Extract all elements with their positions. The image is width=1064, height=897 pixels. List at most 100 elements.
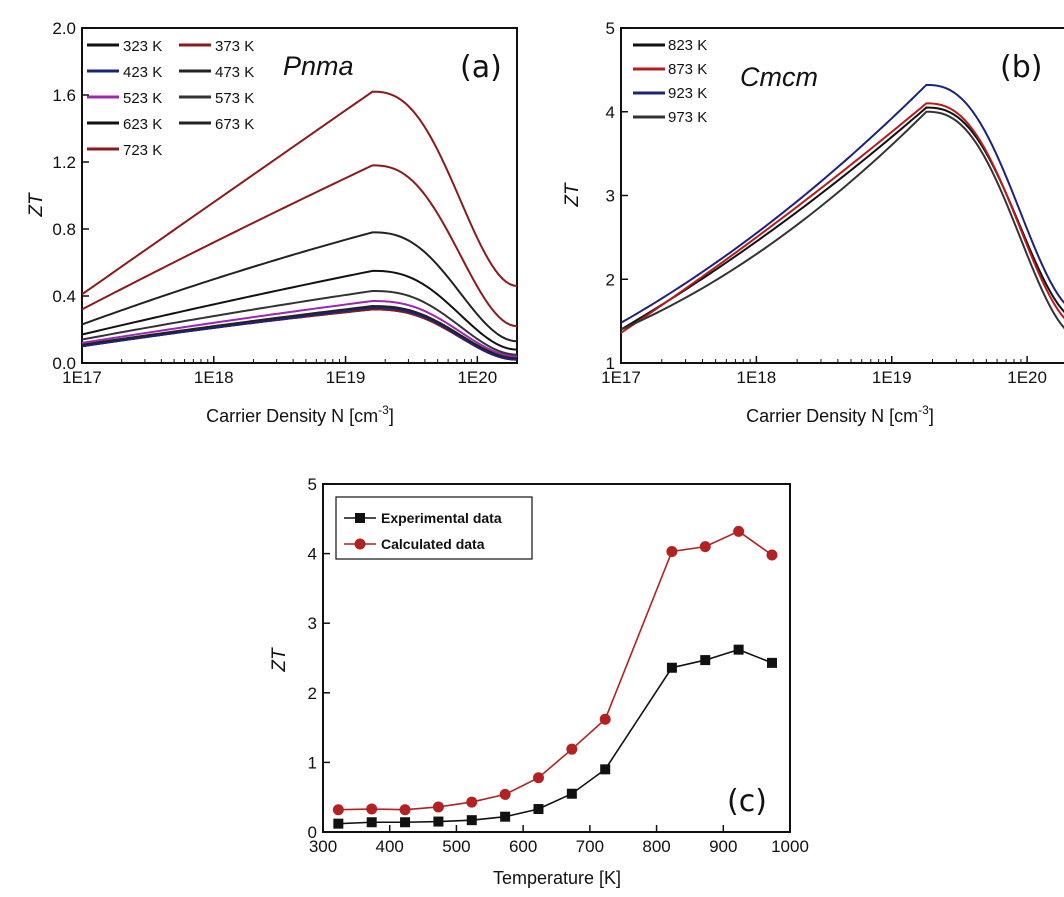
panel-c-point-circle bbox=[432, 801, 444, 813]
panel-b: 1E17 1E18 1E19 1E20 1 2 3 4 5 823 K 873 K 923 K 973… bbox=[562, 19, 1064, 426]
panel-c-point-circle bbox=[733, 525, 745, 537]
panel-c-point-circle bbox=[666, 546, 678, 558]
panel-c-point-square bbox=[733, 644, 744, 655]
panel-c-point-square bbox=[400, 817, 411, 828]
panel-a-letter: (a) bbox=[460, 50, 502, 85]
panel-b-xtick-label: 1E17 bbox=[601, 368, 641, 387]
panel-a: 1E17 1E18 1E19 1E20 0.0 0.4 0.8 1.2 1.6 2.0 323 K… bbox=[26, 19, 518, 426]
panel-c-point-circle bbox=[499, 788, 511, 800]
panel-c-xtick-label: 1000 bbox=[771, 837, 809, 856]
panel-c-point-square bbox=[700, 655, 711, 666]
panel-b-xtick-label: 1E19 bbox=[872, 368, 912, 387]
panel-b-series-line bbox=[620, 102, 1064, 334]
panel-b-letter: (b) bbox=[1000, 50, 1042, 85]
panel-b-ylabel: ZT bbox=[562, 182, 583, 208]
panel-a-legend-label: 373 K bbox=[215, 38, 254, 55]
panel-c-point-square bbox=[766, 657, 777, 668]
panel-c-ytick-label: 1 bbox=[308, 753, 317, 772]
panel-a-ytick-label: 1.6 bbox=[52, 86, 76, 105]
panel-c-point-circle bbox=[366, 803, 378, 815]
panel-c-series-line bbox=[338, 648, 773, 825]
panel-c-xtick-label: 400 bbox=[376, 837, 404, 856]
panel-c-point-square bbox=[666, 662, 677, 673]
panel-c-point-circle bbox=[566, 743, 578, 755]
panel-c-point-circle bbox=[466, 796, 478, 808]
panel-a-series-line bbox=[81, 289, 518, 356]
panel-b-series-line bbox=[620, 83, 1064, 324]
panel-a-xtick-label: 1E20 bbox=[457, 368, 497, 387]
panel-c-ytick-label: 2 bbox=[308, 684, 317, 703]
panel-c-point-square bbox=[433, 816, 444, 827]
panel-a-legend-label: 573 K bbox=[215, 90, 254, 107]
panel-b-xtick-label: 1E18 bbox=[737, 368, 777, 387]
panel-c-xtick-label: 500 bbox=[442, 837, 470, 856]
panel-a-series-line bbox=[81, 231, 518, 343]
panel-c-legend-swatch-square bbox=[355, 513, 365, 523]
panel-c-point-square bbox=[533, 804, 544, 815]
panel-a-legend-label: 323 K bbox=[123, 38, 162, 55]
panel-c-legend-box bbox=[335, 496, 533, 560]
panel-c-point-circle bbox=[599, 713, 611, 725]
panel-c-xtick-label: 800 bbox=[642, 837, 670, 856]
panel-c-point-square bbox=[333, 818, 344, 829]
panel-c-ytick-label: 0 bbox=[308, 823, 317, 842]
panel-c-legend-label: Calculated data bbox=[381, 536, 485, 552]
panel-b-xlabel: Carrier Density N [cm-3] bbox=[746, 403, 934, 426]
panel-c-ylabel: ZT bbox=[269, 647, 290, 673]
panel-b-series-line bbox=[620, 110, 1064, 331]
panel-a-series-line bbox=[81, 305, 518, 359]
panel-c-ytick-label: 4 bbox=[308, 545, 317, 564]
panel-c-frame bbox=[322, 483, 791, 833]
panel-b-ytick-label: 2 bbox=[606, 270, 615, 289]
panel-c-point-square bbox=[566, 788, 577, 799]
panel-a-legend-label: 423 K bbox=[123, 64, 162, 81]
panel-b-legend-label: 923 K bbox=[668, 85, 707, 102]
panel-c-point-circle bbox=[332, 804, 344, 816]
panel-b-phase-label: Cmcm bbox=[740, 62, 818, 92]
panel-b-ytick-label: 1 bbox=[606, 354, 615, 373]
panel-b-ytick-label: 4 bbox=[606, 103, 615, 122]
panel-c-legend-swatch-circle bbox=[354, 538, 366, 550]
panel-b-frame bbox=[620, 27, 1064, 364]
panel-b-legend-label: 973 K bbox=[668, 109, 707, 126]
panel-a-xtick-label: 1E17 bbox=[62, 368, 102, 387]
panel-a-xlabel: Carrier Density N [cm-3] bbox=[206, 403, 394, 426]
panel-c-letter: (c) bbox=[727, 784, 767, 819]
panel-c-point-square bbox=[366, 817, 377, 828]
panel-a-xtick-label: 1E19 bbox=[326, 368, 366, 387]
panel-c-xtick-label: 700 bbox=[576, 837, 604, 856]
panel-a-legend-label: 623 K bbox=[123, 116, 162, 133]
panel-a-legend-label: 673 K bbox=[215, 116, 254, 133]
panel-c-point-circle bbox=[766, 549, 778, 561]
panel-a-ytick-label: 2.0 bbox=[52, 19, 76, 38]
panel-c-xtick-label: 600 bbox=[509, 837, 537, 856]
panel-c-point-circle bbox=[399, 804, 411, 816]
panel-a-legend-label: 723 K bbox=[123, 142, 162, 159]
panel-b-xtick-label: 1E20 bbox=[1007, 368, 1047, 387]
panel-c-point-circle bbox=[699, 541, 711, 553]
panel-a-frame bbox=[81, 27, 518, 364]
panel-a-ytick-label: 1.2 bbox=[52, 153, 76, 172]
panel-a-ylabel: ZT bbox=[26, 192, 47, 218]
panel-a-ytick-label: 0.0 bbox=[52, 354, 76, 373]
panel-c-point-square bbox=[466, 815, 477, 826]
panel-c-point-square bbox=[500, 811, 511, 822]
panel-c-ytick-label: 5 bbox=[308, 475, 317, 494]
panel-b-ytick-label: 5 bbox=[606, 19, 615, 38]
panel-a-xtick-label: 1E18 bbox=[194, 368, 234, 387]
panel-c-xtick-label: 300 bbox=[309, 837, 337, 856]
panel-a-phase-label: Pnma bbox=[283, 51, 354, 81]
panel-c-ytick-label: 3 bbox=[308, 614, 317, 633]
panel-c-series-line bbox=[338, 530, 773, 811]
panel-c-point-square bbox=[600, 764, 611, 775]
panel-a-series-line bbox=[81, 164, 518, 328]
panel-b-legend-label: 873 K bbox=[668, 61, 707, 78]
panel-a-legend-label: 473 K bbox=[215, 64, 254, 81]
panel-a-series-line bbox=[81, 300, 518, 358]
panel-a-series-line bbox=[81, 306, 518, 361]
panel-a-ytick-label: 0.4 bbox=[52, 287, 76, 306]
panel-a-legend-label: 523 K bbox=[123, 90, 162, 107]
panel-c-xtick-label: 900 bbox=[709, 837, 737, 856]
panel-b-ytick-label: 3 bbox=[606, 187, 615, 206]
